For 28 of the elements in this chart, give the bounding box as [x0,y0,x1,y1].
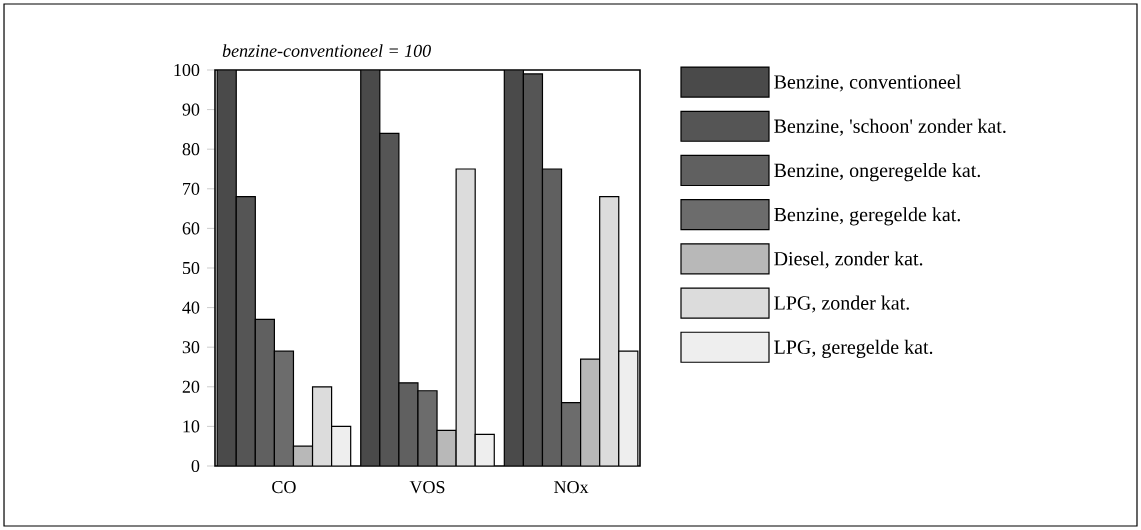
legend-label: Benzine, conventioneel [774,74,961,92]
x-tick-label: CO [272,481,296,494]
legend-label: Diesel, zonder kat. [774,251,923,269]
y-tick-label: 50 [182,261,200,275]
bar [580,358,601,466]
legend-label: Benzine, 'schoon' zonder kat. [774,118,1006,136]
y-tick-label: 10 [183,420,200,433]
bar [311,386,333,466]
y-tick-label: 20 [182,380,200,393]
legend-label: Benzine, ongeregelde kat. [774,163,980,182]
y-tick-label: 90 [182,103,200,116]
y-tick-label: 70 [183,182,200,195]
legend-label: Benzine, geregelde kat. [774,207,960,226]
y-tick-label: 60 [182,222,200,235]
y-tick-label: 80 [182,143,200,156]
y-tick-label: 30 [182,341,200,354]
bar [618,350,639,466]
x-tick-label: NOx [554,481,589,494]
bar [455,168,476,466]
legend-label: LPG, geregelde kat. [774,339,933,359]
bar [331,425,352,466]
y-tick-label: 100 [174,63,200,77]
x-tick-label: VOS [409,481,445,494]
y-tick-label: 40 [182,301,200,314]
bar [599,196,620,466]
y-tick-label: 0 [191,459,200,473]
legend-label: LPG, zonder kat. [774,295,909,313]
y-axis-title: benzine-conventioneel = 100 [222,44,431,57]
